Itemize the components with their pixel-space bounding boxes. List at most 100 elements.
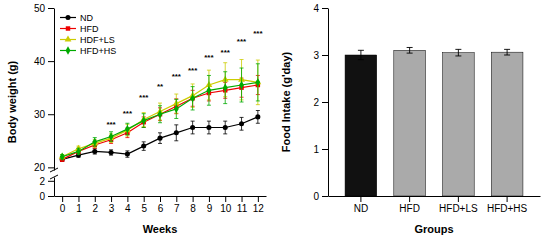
tick-label: 7 bbox=[174, 203, 180, 214]
error-bar-cap bbox=[240, 59, 244, 60]
error-bar bbox=[240, 117, 244, 130]
tick-mark bbox=[322, 196, 328, 197]
marker bbox=[223, 125, 228, 130]
error-bar-cap bbox=[240, 68, 244, 69]
annotation: ** bbox=[157, 82, 164, 91]
plot-area bbox=[345, 47, 523, 196]
error-bar bbox=[191, 121, 195, 134]
error-bar-cap bbox=[174, 118, 178, 119]
x-axis: 0123456789101112 bbox=[55, 196, 267, 214]
tick-label: 0 bbox=[39, 191, 45, 202]
error-bar-cap bbox=[207, 133, 211, 134]
error-bar-cap bbox=[174, 99, 178, 100]
figure: 20304050*****************************NDH… bbox=[0, 0, 548, 245]
tick-mark bbox=[258, 196, 259, 202]
error-bar-cap bbox=[109, 141, 113, 142]
error-bar bbox=[109, 150, 113, 155]
error-bar-cap bbox=[358, 59, 364, 60]
tick-mark bbox=[48, 61, 54, 62]
legend-marker bbox=[66, 26, 70, 30]
error-bar bbox=[125, 151, 129, 157]
legend-item: HFD+HS bbox=[60, 46, 116, 56]
marker bbox=[190, 94, 195, 102]
tick-label: ND bbox=[354, 203, 368, 214]
error-bar-cap bbox=[174, 94, 178, 95]
legend-marker bbox=[65, 15, 70, 20]
y-axis: 01234 bbox=[313, 3, 328, 202]
error-bar-cap bbox=[191, 121, 195, 122]
marker bbox=[76, 147, 81, 155]
error-bar bbox=[125, 123, 129, 135]
error-bar-cap bbox=[256, 104, 260, 105]
error-bar-cap bbox=[256, 123, 260, 124]
tick-label: 5 bbox=[141, 203, 147, 214]
error-bar-cap bbox=[142, 150, 146, 151]
error-bar bbox=[256, 111, 260, 124]
tick-mark bbox=[144, 196, 145, 202]
tick-mark bbox=[507, 196, 508, 202]
axis-break bbox=[50, 168, 58, 172]
tick-mark bbox=[62, 196, 63, 202]
tick-mark bbox=[127, 196, 128, 202]
tick-mark bbox=[242, 196, 243, 202]
error-bar-cap bbox=[223, 103, 227, 104]
annotation: *** bbox=[172, 72, 182, 81]
bar bbox=[345, 55, 377, 196]
annotation: *** bbox=[221, 48, 231, 57]
error-bar-cap bbox=[191, 133, 195, 134]
annotation: *** bbox=[253, 29, 263, 38]
error-bar-cap bbox=[158, 103, 162, 104]
tick-label: HFD+LS bbox=[439, 203, 478, 214]
tick-mark bbox=[48, 181, 54, 182]
error-bar-stem bbox=[507, 49, 508, 55]
axis-break bbox=[50, 175, 58, 179]
error-bar-cap bbox=[256, 100, 260, 101]
series-line bbox=[62, 85, 258, 159]
error-bar-cap bbox=[142, 113, 146, 114]
tick-label: 4 bbox=[313, 3, 319, 14]
tick: 1 bbox=[76, 196, 82, 214]
error-bar-cap bbox=[207, 121, 211, 122]
tick-label: 3 bbox=[109, 203, 115, 214]
tick-mark bbox=[322, 149, 328, 150]
tick-label: 1 bbox=[76, 203, 82, 214]
y-axis: 20304050 bbox=[34, 3, 55, 173]
error-bar-cap bbox=[109, 143, 113, 144]
tick-label: 3 bbox=[313, 50, 319, 61]
annotation: *** bbox=[123, 109, 133, 118]
error-bar-cap bbox=[93, 147, 97, 148]
error-bar-cap bbox=[93, 148, 97, 149]
series-line bbox=[62, 80, 258, 157]
marker bbox=[158, 110, 163, 118]
error-bar-cap bbox=[256, 60, 260, 61]
tick-label: 30 bbox=[34, 109, 46, 120]
error-bar-cap bbox=[207, 105, 211, 106]
axis-line bbox=[328, 9, 329, 197]
error-bar bbox=[256, 64, 260, 101]
series-line bbox=[62, 82, 258, 156]
tick-mark bbox=[176, 196, 177, 202]
error-bar bbox=[223, 72, 227, 104]
error-bar bbox=[504, 49, 510, 55]
bar bbox=[394, 50, 426, 196]
marker bbox=[92, 138, 97, 146]
tick-label: 20 bbox=[34, 162, 46, 173]
marker bbox=[174, 105, 179, 113]
marker bbox=[190, 125, 195, 130]
annotation: *** bbox=[106, 120, 116, 129]
tick-label: HFD+HS bbox=[487, 203, 528, 214]
error-bar-stem bbox=[458, 49, 459, 56]
tick: 40 bbox=[34, 56, 54, 67]
error-bar-cap bbox=[142, 141, 146, 142]
tick-label: 9 bbox=[207, 203, 213, 214]
marker bbox=[157, 136, 162, 141]
tick-mark bbox=[409, 196, 410, 202]
legend-label: ND bbox=[80, 13, 93, 23]
error-bar-cap bbox=[142, 127, 146, 128]
tick: 3 bbox=[313, 50, 328, 61]
tick: 5 bbox=[141, 196, 147, 214]
error-bar bbox=[109, 132, 113, 142]
tick: HFD bbox=[399, 196, 420, 214]
error-bar bbox=[174, 125, 178, 141]
error-bar bbox=[158, 133, 162, 144]
